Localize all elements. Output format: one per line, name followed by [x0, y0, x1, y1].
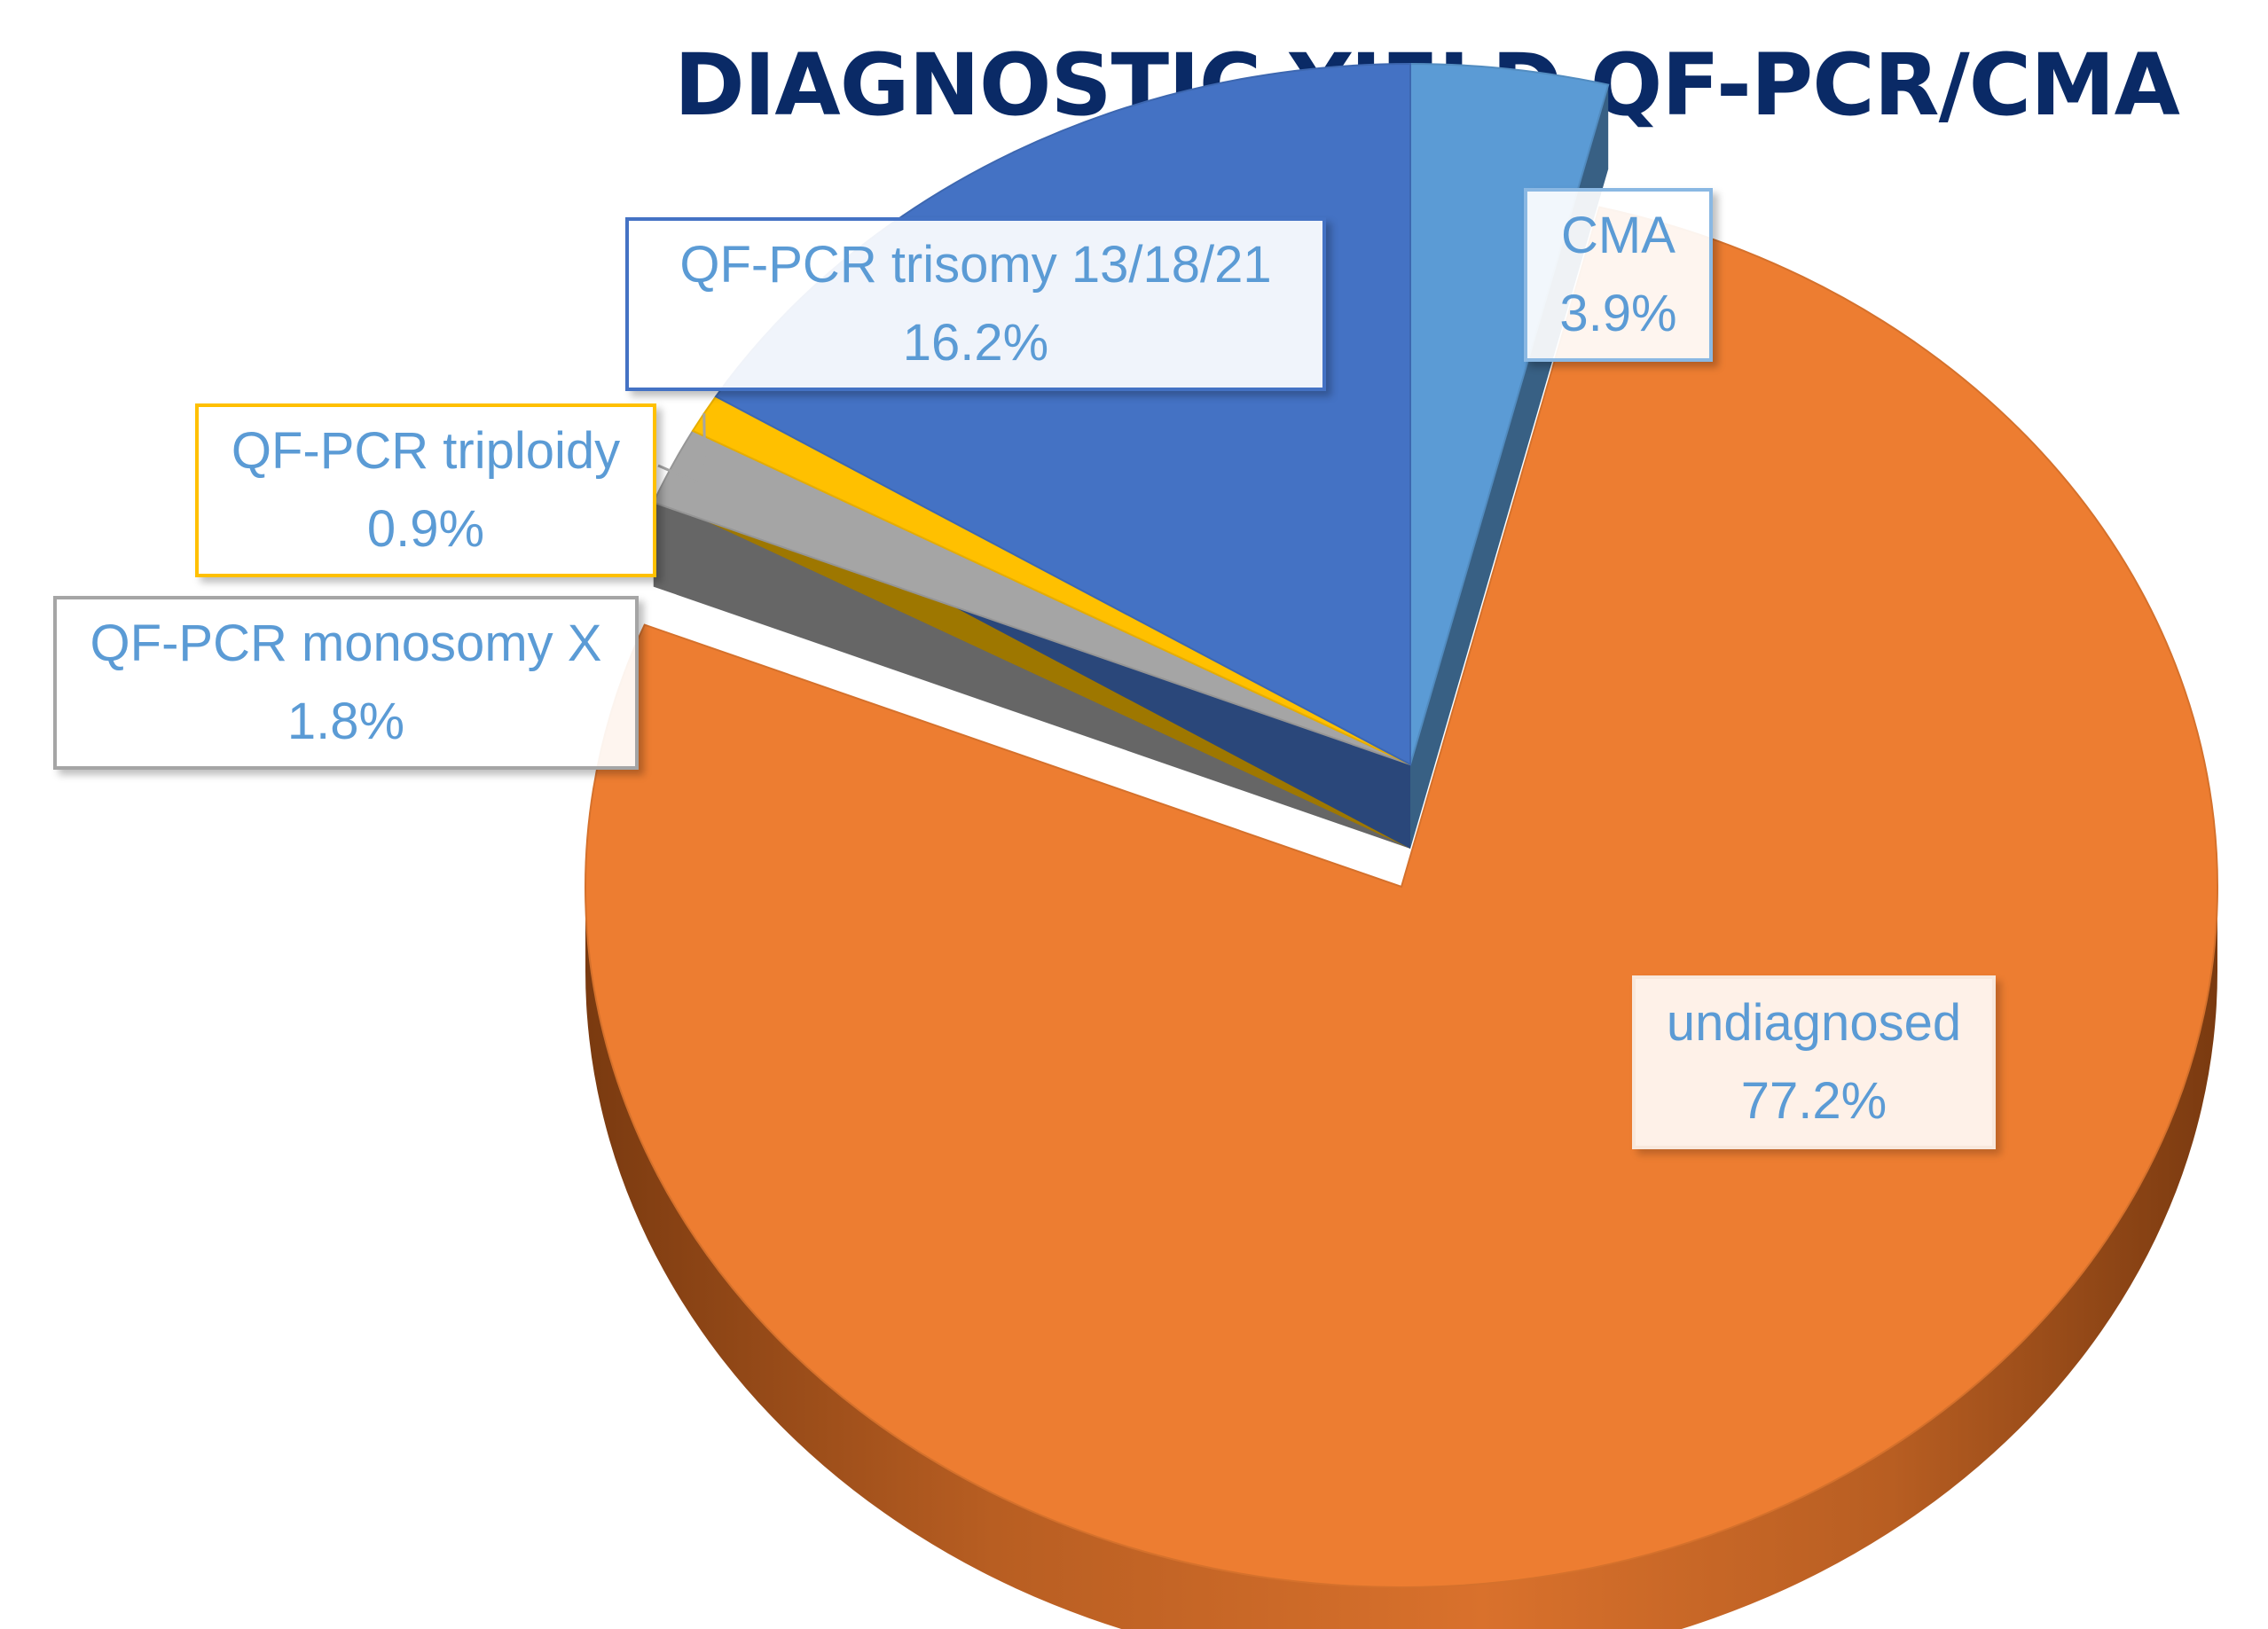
data-label-name: QF-PCR trisomy 13/18/21	[679, 236, 1272, 294]
data-label-value: 0.9%	[366, 500, 485, 558]
data-label-monosomy: QF-PCR monosomy X 1.8%	[53, 596, 639, 770]
data-label-cma: CMA 3.9%	[1524, 188, 1713, 362]
data-label-name: CMA	[1561, 207, 1675, 264]
data-label-value: 3.9%	[1559, 285, 1677, 342]
pie-cut-qf-pcr-monosomy-x	[653, 502, 1410, 849]
data-label-value: 1.8%	[286, 693, 405, 750]
data-label-trisomy: QF-PCR trisomy 13/18/21 16.2%	[625, 217, 1326, 391]
data-label-undiagnosed: undiagnosed 77.2%	[1632, 975, 1996, 1149]
data-label-name: QF-PCR triploidy	[231, 422, 621, 480]
data-label-name: QF-PCR monosomy X	[90, 615, 602, 672]
data-label-triploidy: QF-PCR triploidy 0.9%	[195, 403, 656, 577]
data-label-name: undiagnosed	[1666, 994, 1962, 1052]
leader-line-triploidy	[657, 413, 707, 489]
data-label-value: 16.2%	[902, 314, 1049, 372]
pie-slice-undiagnosed	[584, 206, 2218, 1588]
data-label-value: 77.2%	[1740, 1072, 1887, 1130]
